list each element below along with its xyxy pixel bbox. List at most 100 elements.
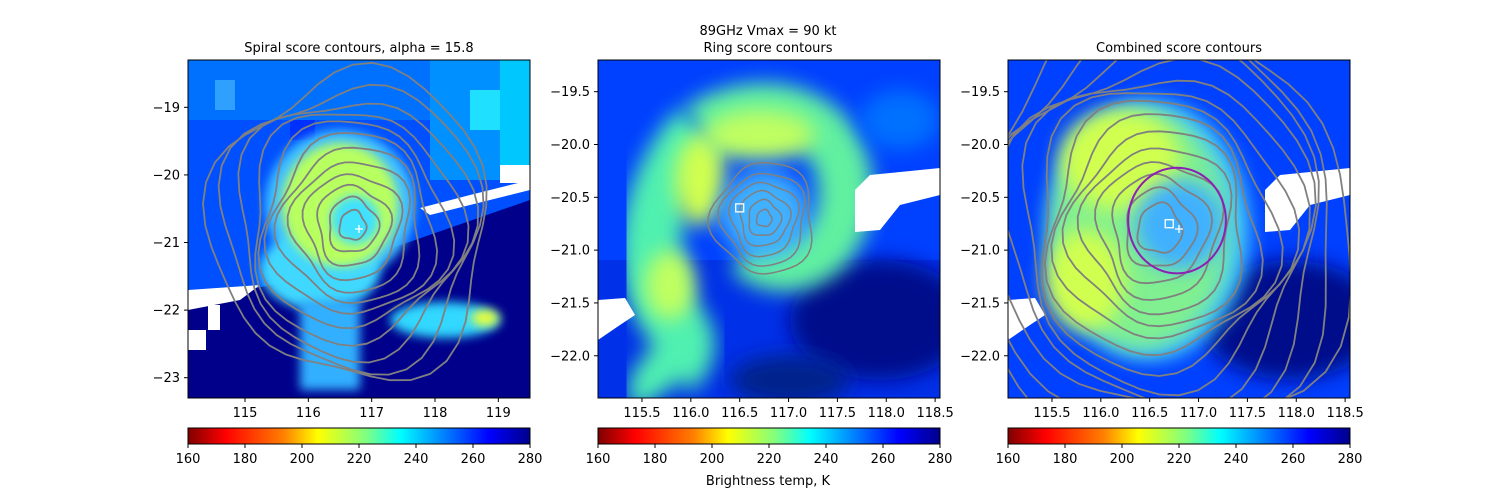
contour-line [748,198,783,236]
contour-line [217,83,485,376]
spiral-heatmap [188,60,530,398]
center-square-marker [1164,219,1174,229]
ring-colorbar-ticks: 160 180 200 220 240 260 280 [586,444,953,467]
y-tick-label: −21 [153,236,180,251]
contour-line [328,195,381,253]
contour-line [728,181,800,258]
x-tick-label: 117.0 [1180,406,1217,421]
contour-line [739,189,792,247]
panel-title-combined: Combined score contours [1096,41,1262,56]
ring-contours [707,161,813,275]
contour-line [1008,60,1320,398]
combined-contours [1008,60,1350,398]
contour-line [202,61,488,382]
colorbar-tick-label: 220 [757,452,782,467]
panel-title-spiral: Spiral score contours, alpha = 15.8 [244,41,473,56]
panel-ring: Ring score contours 115.5 116.0 116.5 117.0… [550,41,954,489]
x-tick-label: 116.5 [1131,406,1168,421]
colorbar-tick-label: 240 [1224,452,1249,467]
contour-line [755,208,773,228]
contour-line [273,146,421,305]
figure-suptitle: 89GHz Vmax = 90 kt [699,24,836,39]
spiral-axis-ticks: 115 116 117 118 119 −19 −20 −21 −22 −23 [153,101,511,421]
contour-line [717,172,806,267]
panel-spiral: Spiral score contours, alpha = 15.8 [153,41,543,467]
colorbar-tick-label: 260 [461,452,486,467]
x-tick-label: 117.5 [1229,406,1266,421]
x-tick-label: 115.5 [1033,406,1070,421]
contour-line [254,113,470,347]
spiral-colorbar-ticks: 160 180 200 220 240 260 280 [176,444,543,467]
colorbar-tick-label: 280 [518,452,543,467]
contour-line [263,132,439,315]
panel-combined: Combined score contours 115.5 116.0 116.5 1… [960,41,1364,467]
colorbar-tick-label: 240 [404,452,429,467]
colorbar-tick-label: 200 [700,452,725,467]
contour-line [1076,147,1233,316]
contour-line [707,161,813,275]
contour-line [1041,92,1300,377]
contour-line [237,102,480,364]
y-tick-label: −22.0 [550,349,590,364]
contour-line [316,183,394,267]
contour-line [301,173,404,282]
x-tick-label: 116.0 [1082,406,1119,421]
y-tick-label: −20 [153,168,180,183]
ring-axis-ticks: 115.5 116.0 116.5 117.0 117.5 118.0 118.5 −19.5… [550,85,954,421]
colorbar-tick-label: 240 [814,452,839,467]
y-tick-label: −20.5 [960,191,1000,206]
y-tick-label: −22 [153,304,180,319]
y-tick-label: −20.5 [550,191,590,206]
combined-colorbar [1007,427,1351,445]
spiral-axes-frame [187,59,531,399]
colorbar-tick-label: 160 [176,452,201,467]
ring-colorbar [597,427,941,445]
combined-heatmap [1008,60,1350,398]
spiral-contours [202,61,488,382]
x-tick-label: 116 [296,406,321,421]
colorbar-tick-label: 260 [871,452,896,467]
y-tick-label: −22.0 [960,349,1000,364]
y-tick-label: −19 [153,101,180,116]
contour-line [338,208,368,241]
combined-axes-frame [1007,59,1351,399]
contour-line [1021,79,1311,397]
colorbar-tick-label: 160 [996,452,1021,467]
y-tick-label: −20.0 [960,138,1000,153]
panel-title-ring: Ring score contours [703,41,832,56]
x-tick-label: 116.0 [672,406,709,421]
contour-line [1136,201,1184,254]
x-tick-label: 116.5 [721,406,758,421]
x-tick-label: 117 [359,406,384,421]
x-tick-label: 115.5 [623,406,660,421]
y-tick-label: −21.0 [960,244,1000,259]
colorbar-tick-label: 220 [1167,452,1192,467]
ring-heatmap [598,60,940,398]
colorbar-tick-label: 220 [347,452,372,467]
y-tick-label: −20.0 [550,138,590,153]
x-tick-label: 118.5 [1327,406,1364,421]
colorbar-tick-label: 260 [1281,452,1306,467]
spiral-colorbar [187,427,531,445]
y-tick-label: −23 [153,371,180,386]
x-tick-label: 115 [233,406,258,421]
x-tick-label: 117.0 [770,406,807,421]
combined-axis-ticks: 115.5 116.0 116.5 117.0 117.5 118.0 118.5 −19.5… [960,85,1364,421]
y-tick-label: −21.0 [550,244,590,259]
y-tick-label: −19.5 [960,85,1000,100]
colorbar-tick-label: 160 [586,452,611,467]
colorbar-label: Brightness temp, K [706,474,831,489]
x-tick-label: 117.5 [819,406,856,421]
x-tick-label: 118.5 [917,406,954,421]
combined-colorbar-ticks: 160 180 200 220 240 260 280 [996,444,1362,467]
contour-line [1050,113,1264,340]
colorbar-tick-label: 180 [643,452,668,467]
contour-line [1094,161,1225,301]
x-tick-label: 118.0 [868,406,905,421]
contour-line [1111,173,1214,285]
x-tick-label: 118.0 [1278,406,1315,421]
colorbar-tick-label: 280 [928,452,953,467]
y-tick-label: −21.5 [960,296,1000,311]
contour-line [286,161,412,294]
